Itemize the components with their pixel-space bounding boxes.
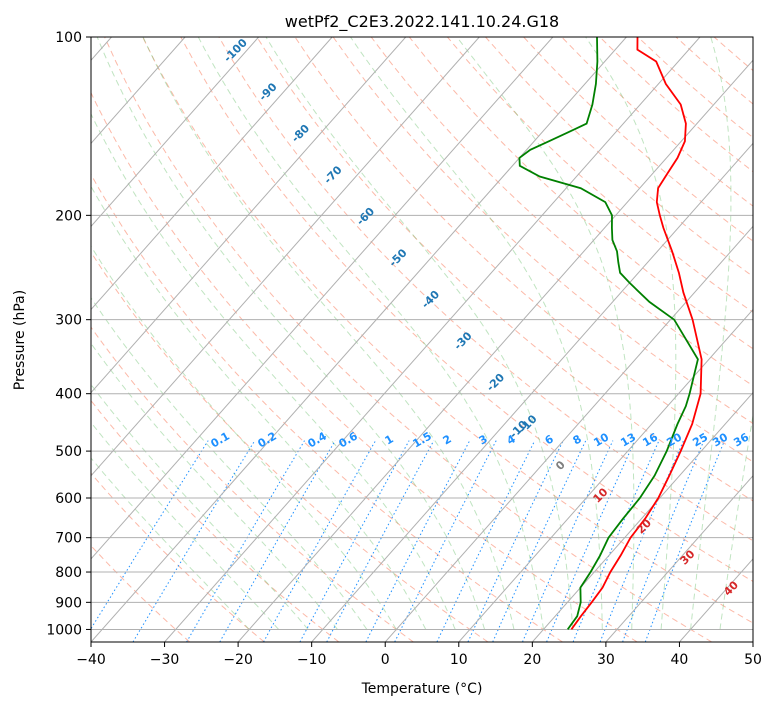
y-tick-label: 900 — [55, 595, 82, 611]
moist-adiabat-line — [96, 37, 486, 630]
y-axis-label: Pressure (hPa) — [12, 290, 28, 390]
dry-adiabat-line — [91, 399, 340, 642]
sounding-curves — [518, 37, 703, 630]
y-tick-label: 800 — [55, 565, 82, 581]
axes: −40 −30 −20 −10 0 10 20 30 40 50 100 200 300 400 500 60… — [46, 30, 762, 668]
x-tick-label: 50 — [744, 652, 762, 668]
moist-adiabat-line — [197, 37, 544, 630]
mixing-ratio-line — [522, 440, 614, 642]
y-tick-label: 600 — [55, 491, 82, 507]
moist-adiabat-line — [91, 185, 427, 630]
temperature-curve — [570, 37, 703, 630]
y-tick-label: 700 — [55, 531, 82, 547]
isotherm-line — [531, 391, 753, 642]
x-tick-label: −20 — [223, 652, 253, 668]
moist-adiabat-line — [350, 37, 603, 630]
y-tick-label: 100 — [55, 30, 82, 46]
x-tick-label: 30 — [597, 652, 615, 668]
dry-adiabat-line — [370, 37, 753, 387]
x-tick-label: 0 — [381, 652, 390, 668]
dry-adiabat-line — [142, 37, 753, 624]
moist-adiabat-line — [91, 383, 309, 630]
y-tick-label: 200 — [55, 208, 82, 224]
dry-adiabat-line — [91, 251, 489, 642]
moist-adiabat-line — [690, 37, 732, 630]
x-axis-label: Temperature (°C) — [361, 681, 483, 697]
moist-adiabat-line — [265, 37, 574, 630]
isotherm-line — [91, 37, 407, 394]
mixing-ratio-line — [186, 440, 305, 642]
isotherm-line — [91, 37, 554, 560]
mixing-ratio-line — [263, 440, 377, 642]
isotherm-line — [311, 142, 753, 642]
moist-adiabat-line — [91, 112, 456, 630]
isotherm-line — [605, 475, 753, 642]
dry-adiabat-line — [256, 37, 753, 502]
moist-adiabat-line — [142, 37, 515, 630]
mixing-ratio-line — [299, 440, 410, 642]
dry-adiabat-line — [408, 37, 753, 350]
mixing-ratio-line — [132, 440, 256, 642]
dewpoint-curve — [518, 37, 699, 630]
dry-adiabat-line — [294, 37, 753, 463]
x-tick-label: 20 — [523, 652, 541, 668]
moist-adiabat-line — [91, 342, 338, 630]
dry-adiabat-line — [447, 37, 753, 313]
moist-adiabat-line — [719, 412, 753, 630]
isotherm-line — [91, 37, 260, 228]
mixing-ratio-line — [219, 440, 336, 642]
mixing-ratio-line — [436, 440, 536, 642]
isotherm-line — [91, 37, 480, 477]
isotherm-line — [91, 37, 333, 311]
plot-frame — [90, 36, 754, 643]
dry-adiabat-line — [91, 545, 191, 642]
isotherm-line — [91, 37, 186, 145]
moist-adiabat-line — [91, 421, 279, 630]
y-tick-label: 300 — [55, 313, 82, 329]
x-tick-label: 10 — [450, 652, 468, 668]
moist-adiabat-line — [91, 296, 368, 630]
isotherm-line — [164, 37, 701, 642]
y-tick-label: 500 — [55, 444, 82, 460]
x-tick-label: −30 — [150, 652, 180, 668]
isotherm-line — [91, 37, 627, 642]
y-tick-label: 1000 — [46, 622, 82, 638]
x-tick-label: −40 — [76, 652, 106, 668]
dry-adiabat-line — [91, 173, 563, 642]
mixing-ratio-line — [492, 440, 587, 642]
plot-grid — [91, 37, 753, 642]
x-tick-label: −10 — [297, 652, 327, 668]
mixing-ratio-line — [91, 440, 209, 630]
isotherm-line — [384, 225, 753, 642]
mixing-ratio-line — [546, 440, 636, 642]
y-tick-label: 400 — [55, 387, 82, 403]
chart-title: wetPf2_C2E3.2022.141.10.24.G18 — [285, 12, 559, 32]
moist-adiabat-line — [585, 37, 677, 630]
dry-adiabat-line — [332, 37, 753, 425]
moist-adiabat-line — [91, 457, 250, 630]
moist-adiabat-line — [456, 37, 635, 630]
dry-adiabat-line — [91, 472, 265, 642]
x-tick-label: 40 — [671, 652, 689, 668]
mixing-ratio-line — [572, 440, 660, 642]
isotherm-line — [458, 308, 753, 642]
dry-adiabat-line — [91, 91, 638, 642]
mixing-ratio-line — [394, 440, 497, 642]
